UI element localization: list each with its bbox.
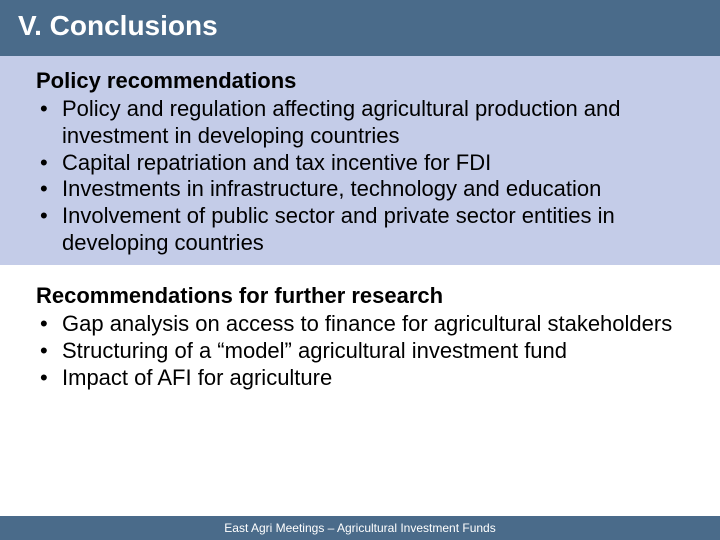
- further-research-block: Recommendations for further research Gap…: [0, 265, 720, 399]
- section-heading: Recommendations for further research: [36, 283, 684, 309]
- list-item: Policy and regulation affecting agricult…: [36, 96, 684, 150]
- bullet-list: Policy and regulation affecting agricult…: [36, 96, 684, 257]
- slide-footer: East Agri Meetings – Agricultural Invest…: [0, 516, 720, 540]
- bullet-list: Gap analysis on access to finance for ag…: [36, 311, 684, 391]
- list-item: Gap analysis on access to finance for ag…: [36, 311, 684, 338]
- list-item: Capital repatriation and tax incentive f…: [36, 150, 684, 177]
- list-item: Impact of AFI for agriculture: [36, 365, 684, 392]
- slide-title: V. Conclusions: [0, 0, 720, 56]
- policy-recommendations-block: Policy recommendations Policy and regula…: [0, 56, 720, 265]
- slide: V. Conclusions Policy recommendations Po…: [0, 0, 720, 540]
- list-item: Structuring of a “model” agricultural in…: [36, 338, 684, 365]
- list-item: Involvement of public sector and private…: [36, 203, 684, 257]
- list-item: Investments in infrastructure, technolog…: [36, 176, 684, 203]
- section-heading: Policy recommendations: [36, 68, 684, 94]
